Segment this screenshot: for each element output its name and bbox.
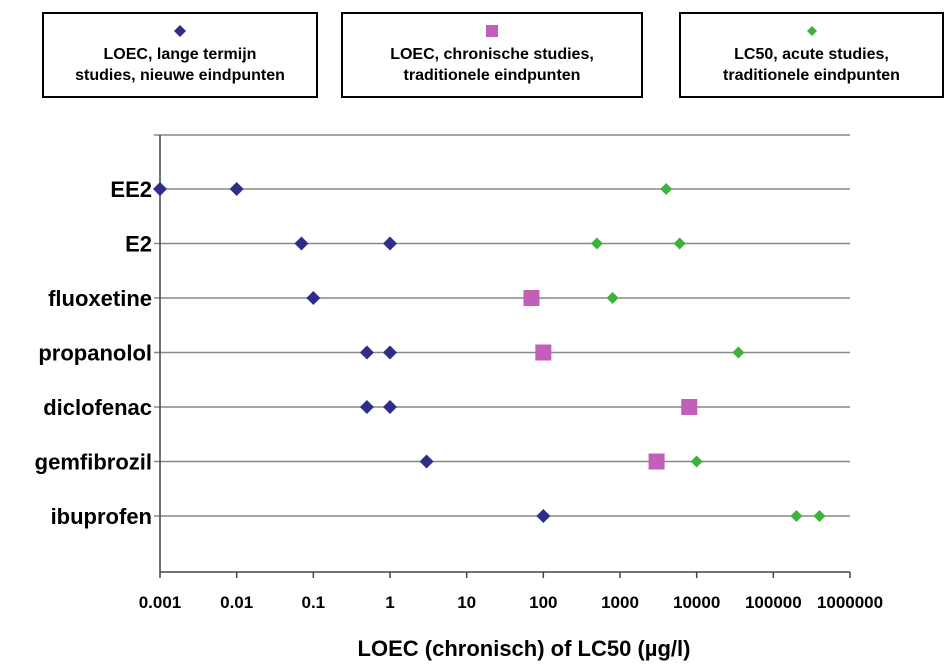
legend-line: traditionele eindpunten [403, 67, 581, 84]
x-tick-label: 0.1 [302, 593, 326, 612]
x-tick-label: 100 [529, 593, 557, 612]
category-label: fluoxetine [48, 286, 152, 311]
data-point-diamond [673, 237, 686, 250]
data-point-diamond [419, 454, 434, 469]
data-point-diamond [229, 182, 244, 196]
data-point-diamond [359, 400, 374, 414]
data-point-diamond [536, 509, 551, 523]
category-label: E2 [125, 232, 152, 257]
data-point-diamond [383, 345, 397, 360]
data-point-diamond [294, 236, 309, 251]
legend-item-lc50-acute: LC50, acute studies, traditionele eindpu… [679, 12, 944, 98]
x-tick-label: 1000000 [817, 593, 883, 612]
legend-line: LOEC, lange termijn [103, 46, 257, 63]
legend-line: LOEC, chronische studies, [390, 46, 594, 63]
data-point-diamond [590, 237, 603, 250]
data-point-diamond [813, 510, 826, 522]
data-point-square [535, 344, 552, 361]
legend-line: studies, nieuwe eindpunten [75, 67, 285, 84]
data-point-diamond [732, 346, 745, 359]
axes [159, 135, 851, 578]
category-label: propanolol [38, 341, 152, 366]
data-point-square [681, 399, 698, 415]
data-point-diamond [153, 182, 167, 196]
data-point-square [523, 290, 540, 306]
category-label: diclofenac [43, 395, 152, 420]
x-tick-label: 1 [385, 593, 394, 612]
x-tick-label: 10000 [673, 593, 720, 612]
data-point-square [648, 453, 665, 470]
data-point-diamond [383, 400, 397, 414]
data-point-diamond [660, 183, 673, 195]
x-tick-label: 10 [457, 593, 476, 612]
x-axis-title: LOEC (chronisch) of LC50 (µg/l) [358, 636, 691, 661]
legend-line: traditionele eindpunten [723, 67, 900, 84]
grid-lines [154, 134, 850, 517]
data-point-diamond [383, 236, 397, 251]
legend-line: LC50, acute studies, [734, 46, 889, 63]
category-label: ibuprofen [51, 504, 152, 529]
diamond-marker-icon [174, 25, 186, 37]
legend-item-loec-chronic: LOEC, chronische studies, traditionele e… [341, 12, 643, 98]
x-tick-label: 0.001 [139, 593, 182, 612]
x-tick-labels: 0.001 0.01 0.1 1 10 100 1000 10000 100000 1000000 [139, 593, 883, 612]
square-marker-icon [486, 25, 498, 37]
category-label: gemfibrozil [35, 450, 152, 475]
x-tick-label: 1000 [601, 593, 639, 612]
legend-label-lc50-acute: LC50, acute studies, traditionele eindpu… [723, 44, 900, 86]
x-tick-label: 100000 [745, 593, 802, 612]
data-point-diamond [306, 291, 321, 305]
diamond-marker-icon [806, 26, 817, 36]
data-point-diamond [359, 345, 374, 360]
category-label: EE2 [110, 177, 152, 202]
data-point-diamond [606, 292, 619, 304]
data-point-diamond [790, 510, 803, 522]
data-point-diamond [690, 455, 703, 468]
x-tick-label: 0.01 [220, 593, 253, 612]
data-points [153, 182, 826, 523]
category-labels: EE2 E2 fluoxetine propanolol diclofenac gemfi… [35, 177, 152, 529]
legend-label-loec-long-term: LOEC, lange termijn studies, nieuwe eind… [75, 44, 285, 86]
legend-label-loec-chronic: LOEC, chronische studies, traditionele e… [390, 44, 594, 86]
legend-item-loec-long-term: LOEC, lange termijn studies, nieuwe eind… [42, 12, 318, 98]
